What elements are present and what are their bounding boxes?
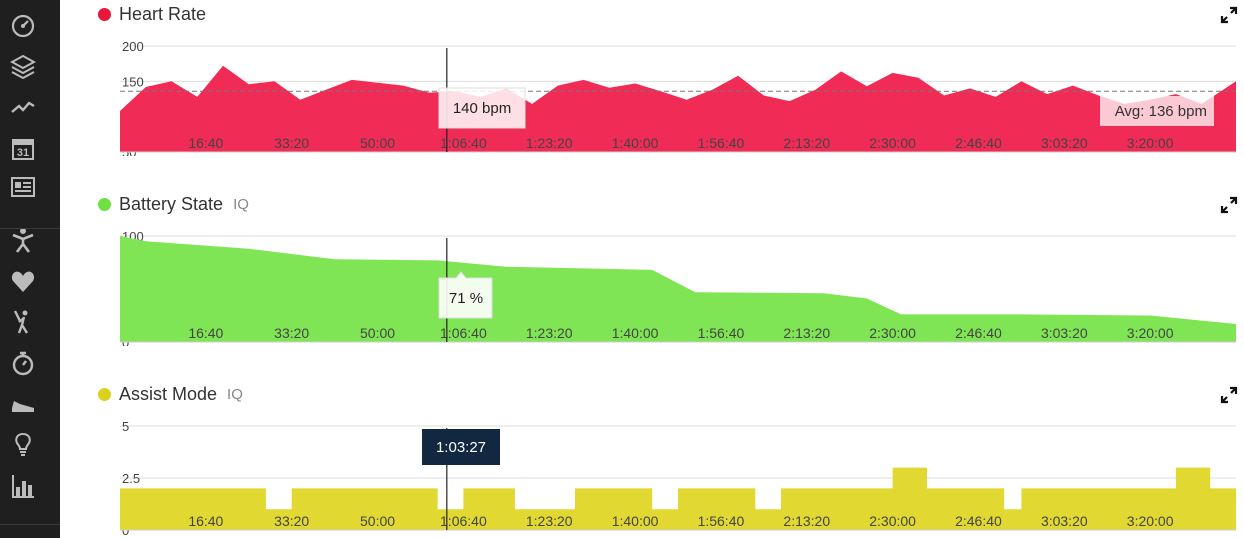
assist-y-tick-label: 5 — [122, 419, 129, 434]
battery-legend-dot — [98, 197, 111, 211]
assist-x-tick-label: 1:56:40 — [698, 513, 745, 529]
layers-nav-item[interactable] — [10, 53, 36, 79]
assist-cursor-time-box — [422, 429, 500, 465]
heart-rate-y-tick-label: 200 — [122, 39, 144, 54]
heart-rate-avg-label-bg — [1100, 96, 1214, 126]
assist-legend-dot — [98, 387, 111, 401]
assist-mode-title: Assist Mode IQ — [98, 382, 243, 406]
golf-icon — [13, 310, 29, 334]
battery-x-tick-label: 2:13:20 — [783, 325, 830, 341]
heart-rate-title: Heart Rate — [98, 2, 206, 26]
battery-x-tick-label: 1:56:40 — [698, 325, 745, 341]
reports-icon — [11, 177, 35, 197]
heart-rate-expand-icon[interactable] — [1220, 6, 1238, 24]
battery-x-tick-label: 50:00 — [360, 325, 395, 341]
layers-icon — [10, 54, 36, 79]
bar-chart-nav-item[interactable] — [10, 473, 36, 499]
sidebar: 31 — [0, 0, 60, 538]
stopwatch-icon — [12, 351, 34, 376]
assist-x-tick-label: 1:06:40 — [440, 513, 487, 529]
heart-rate-x-tick-label: 50:00 — [360, 135, 395, 151]
assist-mode-chart: 52.5016:4033:2050:001:06:401:23:201:40:0… — [119, 419, 1237, 538]
calendar-nav-item[interactable]: 31 — [10, 135, 36, 161]
heart-rate-x-tick-label: 16:40 — [188, 135, 223, 151]
battery-title-text: Battery State — [119, 193, 224, 214]
battery-x-tick-label: 2:30:00 — [869, 325, 916, 341]
heart-rate-x-tick-label: 1:56:40 — [698, 135, 745, 151]
shoe-nav-item[interactable] — [10, 391, 36, 417]
assist-x-tick-label: 50:00 — [360, 513, 395, 529]
heart-rate-x-tick-label: 2:30:00 — [869, 135, 916, 151]
heart-rate-title-text: Heart Rate — [119, 3, 207, 24]
heart-rate-x-tick-label: 1:06:40 — [440, 135, 487, 151]
battery-tooltip — [438, 271, 493, 319]
heart-rate-legend-dot — [98, 7, 111, 21]
activity-nav-item[interactable] — [10, 94, 36, 120]
dashboard-icon — [11, 14, 35, 38]
stopwatch-nav-item[interactable] — [10, 350, 36, 376]
heart-rate-x-tick-label: 1:40:00 — [612, 135, 659, 151]
battery-state-title: Battery State IQ — [98, 192, 249, 216]
battery-x-tick-label: 3:03:20 — [1041, 325, 1088, 341]
assist-x-tick-label: 1:23:20 — [526, 513, 573, 529]
heart-icon — [11, 271, 35, 292]
battery-iq-badge: IQ — [233, 195, 249, 213]
battery-x-tick-label: 33:20 — [274, 325, 309, 341]
heart-rate-x-tick-label: 2:13:20 — [783, 135, 830, 151]
main-content: Heart Rate 2001501005016:4033:2050:001:0… — [60, 0, 1244, 538]
battery-x-tick-label: 2:46:40 — [955, 325, 1002, 341]
person-icon — [12, 228, 34, 253]
sidebar-separator — [0, 524, 60, 525]
dashboard-nav-item[interactable] — [10, 12, 36, 38]
assist-cursor-time-text: 1:03:27 — [436, 439, 486, 456]
assist-x-tick-label: 2:13:20 — [783, 513, 830, 529]
battery-tooltip-text: 71 % — [449, 290, 483, 307]
heart-rate-x-tick-label: 2:46:40 — [955, 135, 1002, 151]
battery-area-series — [120, 236, 1236, 342]
shoe-icon — [12, 401, 34, 412]
assist-title-text: Assist Mode — [119, 383, 218, 404]
battery-x-tick-label: 3:20:00 — [1127, 325, 1174, 341]
bar-chart-icon — [12, 475, 34, 498]
activity-icon — [11, 101, 35, 113]
assist-x-tick-label: 2:46:40 — [955, 513, 1002, 529]
battery-x-tick-label: 1:23:20 — [526, 325, 573, 341]
lightbulb-nav-item[interactable] — [10, 432, 36, 458]
assist-y-tick-label: 2.5 — [122, 471, 140, 486]
assist-x-tick-label: 3:03:20 — [1041, 513, 1088, 529]
assist-x-tick-label: 33:20 — [274, 513, 309, 529]
assist-x-tick-label: 2:30:00 — [869, 513, 916, 529]
calendar-icon: 31 — [12, 139, 34, 160]
battery-x-tick-label: 16:40 — [188, 325, 223, 341]
person-nav-item[interactable] — [10, 227, 36, 253]
calendar-day-text: 31 — [17, 147, 29, 159]
heart-rate-y-tick-label: 150 — [122, 74, 144, 89]
assist-x-tick-label: 16:40 — [188, 513, 223, 529]
assist-area-series — [120, 467, 1236, 530]
battery-chart: 100016:4033:2050:001:06:401:23:201:40:00… — [119, 229, 1237, 346]
heart-rate-x-tick-label: 3:20:00 — [1127, 135, 1174, 151]
sidebar-separator — [0, 228, 60, 229]
heart-rate-area-series — [120, 65, 1236, 152]
lightbulb-icon — [15, 432, 31, 456]
battery-x-tick-label: 1:40:00 — [612, 325, 659, 341]
assist-expand-icon[interactable] — [1220, 386, 1238, 404]
heart-rate-tooltip-text: 140 bpm — [453, 100, 511, 117]
heart-rate-x-tick-label: 33:20 — [274, 135, 309, 151]
assist-x-tick-label: 1:40:00 — [612, 513, 659, 529]
battery-x-tick-label: 1:06:40 — [440, 325, 487, 341]
heart-rate-avg-label: Avg: 136 bpm — [1115, 103, 1207, 120]
assist-x-tick-label: 3:20:00 — [1127, 513, 1174, 529]
heart-rate-chart: 2001501005016:4033:2050:001:06:401:23:20… — [119, 39, 1237, 156]
heart-nav-item[interactable] — [10, 268, 36, 294]
assist-iq-badge: IQ — [227, 385, 243, 403]
battery-expand-icon[interactable] — [1220, 196, 1238, 214]
heart-rate-x-tick-label: 1:23:20 — [526, 135, 573, 151]
heart-rate-x-tick-label: 3:03:20 — [1041, 135, 1088, 151]
reports-nav-item[interactable] — [10, 174, 36, 200]
heart-rate-tooltip — [438, 87, 526, 129]
golf-nav-item[interactable] — [10, 309, 36, 335]
